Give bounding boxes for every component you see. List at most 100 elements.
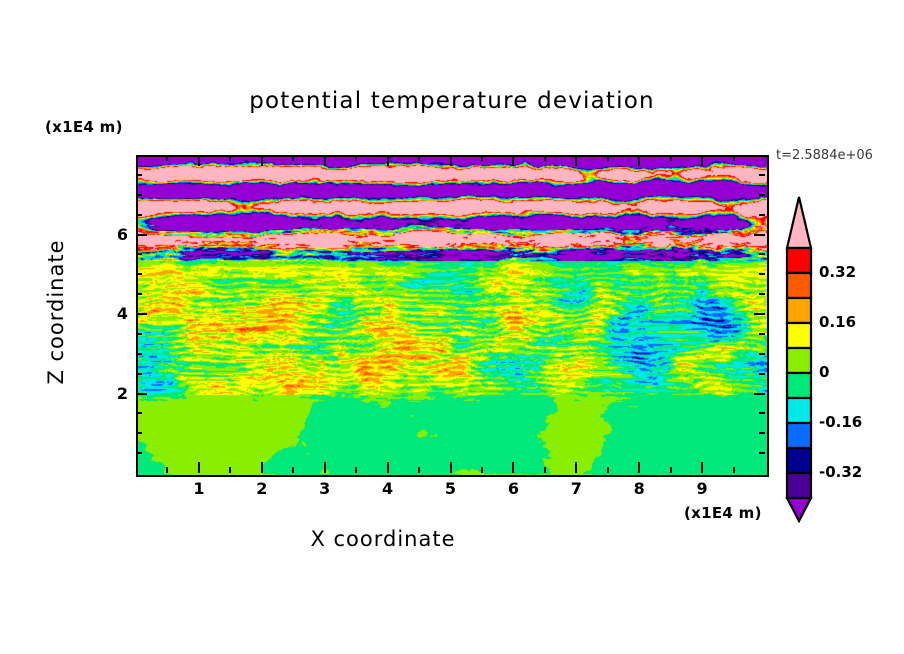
y-axis-tick [136,352,142,355]
x-axis-tick [732,467,735,473]
y-axis-tick [759,352,765,355]
x-axis-tick [543,467,546,473]
page-title: potential temperature deviation [249,88,655,114]
y-axis-unit-label: (x1E4 m) [45,118,123,136]
colorbar-band [785,346,813,375]
y-axis-tick [759,273,765,276]
colorbar-band [785,296,813,325]
x-axis-tick [292,155,295,161]
y-axis-tick-label: 6 [116,224,128,244]
y-axis-title: Z coordinate [44,239,68,385]
x-axis-tick [575,462,578,473]
y-axis-tick [754,392,765,395]
x-axis-unit-label: (x1E4 m) [684,504,762,522]
y-axis-tick [136,233,147,236]
colorbar-band [785,446,813,475]
y-axis-tick [136,452,142,455]
x-axis-tick [449,155,452,166]
y-axis-tick-label: 4 [116,304,128,323]
x-axis-tick [512,155,515,166]
x-axis-tick [418,155,421,161]
y-axis-tick [136,412,142,415]
x-axis-tick-label: 5 [444,479,457,498]
colorbar-under-range-arrow [785,496,813,523]
x-axis-tick [323,155,326,166]
y-axis-tick [136,372,142,375]
y-axis-tick [136,213,142,216]
x-axis-tick [701,155,704,166]
y-axis-tick [759,193,765,196]
x-axis-tick [638,155,641,166]
y-axis-tick [759,432,765,435]
x-axis-tick [638,462,641,473]
colorbar-over-range-arrow [785,196,813,250]
x-axis-tick [386,462,389,473]
x-axis-tick [229,467,232,473]
y-axis-tick [136,193,142,196]
x-axis-tick [418,467,421,473]
x-axis-tick [449,462,452,473]
colorbar-band [785,371,813,400]
y-axis-tick [759,253,765,256]
x-axis-tick-label: 9 [696,479,708,498]
y-axis-tick [759,372,765,375]
colorbar-band [785,246,813,275]
x-axis-tick-label: 6 [507,479,519,498]
x-axis-tick [355,467,358,473]
colorbar-graphic [785,196,813,523]
colorbar-tick-label: 0.16 [819,313,857,331]
x-axis-tick [543,155,546,161]
y-axis-tick [136,273,142,276]
y-axis-tick [136,173,142,176]
y-axis-tick [136,392,147,395]
x-axis-tick-label: 3 [319,479,331,498]
colorbar-band [785,321,813,350]
x-axis-tick [480,467,483,473]
y-axis-tick [754,313,765,315]
x-axis-tick [197,155,200,166]
x-axis-tick [386,155,389,166]
x-axis-tick [229,155,232,161]
y-axis-tick [754,233,765,236]
x-axis-tick [606,155,609,161]
y-axis-tick [136,432,142,435]
x-axis-tick [669,155,672,161]
x-axis-tick [575,155,578,166]
colorbar-band [785,271,813,300]
contour-plot-area [136,155,769,477]
colorbar-band [785,471,813,500]
y-axis-tick [136,313,147,315]
x-axis-tick-label: 7 [570,479,582,498]
colorbar-tick-label: 0.32 [819,263,857,281]
y-axis-tick [759,213,765,216]
colorbar-tick-label: -0.16 [819,413,863,431]
x-axis-tick [512,462,515,473]
y-axis-tick [136,253,142,256]
x-axis-tick [669,467,672,473]
y-axis-tick-label: 2 [116,383,128,403]
y-axis-tick [759,173,765,176]
x-axis-tick-label: 4 [382,479,394,498]
x-axis-tick [166,155,169,161]
y-axis-tick [759,412,765,415]
y-axis-tick [759,452,765,455]
y-axis-tick [759,293,765,296]
x-axis-tick [732,155,735,161]
colorbar-tick-label: -0.32 [819,463,863,481]
x-axis-tick [323,462,326,473]
x-axis-tick [701,462,704,473]
y-axis-tick [136,293,142,296]
x-axis-tick [606,467,609,473]
y-axis-tick [136,332,142,335]
x-axis-tick [292,467,295,473]
x-axis-tick-label: 2 [256,479,268,498]
x-axis-tick [355,155,358,161]
colorbar-band [785,421,813,450]
timestamp-annotation: t=2.5884e+06 [776,148,873,163]
x-axis-tick [166,467,169,473]
x-axis-tick [260,462,263,473]
x-axis-tick [480,155,483,161]
x-axis-tick [260,155,263,166]
y-axis-tick [759,332,765,335]
temperature-deviation-field [138,157,767,475]
